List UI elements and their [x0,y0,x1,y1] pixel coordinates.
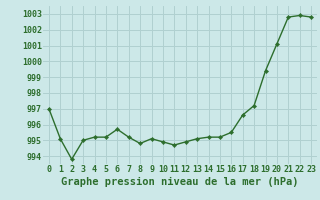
X-axis label: Graphe pression niveau de la mer (hPa): Graphe pression niveau de la mer (hPa) [61,177,299,187]
